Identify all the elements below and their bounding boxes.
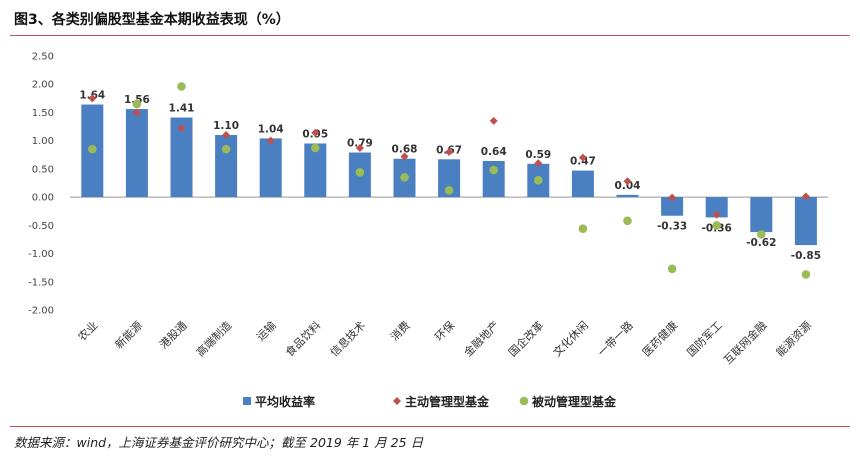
x-category-label: 金融地产	[461, 318, 502, 359]
bar	[215, 135, 238, 198]
y-tick-label: 0.00	[32, 193, 54, 204]
active-fund-marker	[623, 177, 632, 186]
passive-fund-series	[88, 82, 811, 279]
bar-data-label: 0.68	[392, 144, 418, 156]
active-fund-marker	[801, 192, 810, 201]
passive-fund-marker	[311, 143, 320, 153]
bar-series	[81, 104, 817, 246]
bar	[794, 197, 817, 246]
passive-fund-marker	[712, 221, 721, 230]
bar-data-label: 0.59	[525, 149, 551, 161]
active-fund-marker	[445, 147, 454, 156]
bar	[616, 194, 639, 198]
legend-active-swatch	[393, 397, 401, 405]
active-fund-marker	[355, 144, 364, 153]
legend-bar-label: 平均收益率	[255, 394, 315, 409]
y-tick-label: -1.50	[28, 277, 54, 288]
legend-bar-swatch	[243, 397, 251, 405]
passive-fund-marker	[757, 230, 766, 239]
source-rule	[10, 426, 850, 427]
bar	[571, 170, 594, 198]
x-category-label: 信息技术	[327, 318, 368, 359]
passive-fund-marker	[132, 99, 142, 109]
passive-fund-marker	[667, 264, 677, 274]
bar	[259, 138, 282, 198]
y-tick-label: -2.00	[28, 306, 54, 317]
bar	[482, 160, 505, 198]
x-category-label: 互联网金融	[721, 318, 770, 367]
passive-fund-marker	[534, 175, 543, 185]
y-tick-label: 2.00	[32, 80, 54, 91]
bar-data-label: 1.04	[258, 123, 284, 135]
bar-data-label: -0.62	[746, 237, 776, 249]
active-fund-marker	[489, 116, 498, 125]
x-category-label: 农业	[75, 318, 100, 343]
x-category-label: 环保	[432, 318, 457, 343]
bar-data-label: -0.33	[657, 221, 687, 233]
chart-title: 图3、各类别偏股型基金本期收益表现（%）	[14, 12, 290, 28]
legend-passive-swatch	[519, 396, 529, 406]
legend: 平均收益率 主动管理型基金 被动管理型基金	[243, 394, 617, 409]
active-fund-marker	[400, 152, 409, 161]
x-category-label: 消费	[387, 318, 412, 343]
active-fund-marker	[266, 136, 275, 145]
bar	[125, 109, 148, 198]
y-tick-label: 1.50	[32, 108, 54, 119]
y-tick-label: 1.00	[32, 136, 54, 147]
legend-passive-label: 被动管理型基金	[532, 394, 617, 409]
active-fund-marker	[578, 153, 587, 162]
active-fund-marker	[222, 131, 231, 140]
x-category-label: 港股通	[157, 319, 190, 352]
x-category-label: 运输	[253, 318, 278, 343]
passive-fund-marker	[578, 224, 588, 234]
bar-data-label: 0.79	[347, 138, 373, 150]
active-fund-marker	[311, 128, 320, 137]
x-category-label: 国企改革	[505, 318, 546, 359]
bar-data-label: 0.64	[481, 146, 507, 158]
y-tick-label: 0.50	[32, 164, 54, 175]
active-fund-marker	[712, 210, 721, 219]
bar	[304, 143, 327, 198]
bar	[661, 197, 684, 216]
legend-active-label: 主动管理型基金	[405, 394, 490, 409]
passive-fund-marker	[400, 173, 409, 182]
passive-fund-marker	[489, 165, 499, 175]
active-fund-marker	[668, 193, 677, 202]
x-category-label: 文化休闲	[550, 318, 591, 359]
passive-fund-marker	[221, 144, 231, 154]
passive-fund-marker	[177, 82, 186, 91]
x-category-label: 食品饮料	[282, 318, 323, 359]
title-rule	[10, 35, 850, 36]
chart-svg: 2.50 2.00 1.50 1.00 0.50 0.00 -0.50 -1.00 -1.50 -…	[28, 52, 829, 409]
x-category-label: 一带一路	[595, 319, 635, 359]
y-tick-label: -0.50	[28, 221, 54, 232]
passive-fund-marker	[88, 144, 97, 154]
passive-fund-marker	[355, 167, 365, 177]
bar-data-label: 1.10	[213, 120, 239, 132]
bar	[438, 159, 461, 198]
x-category-label: 国防军工	[684, 318, 725, 359]
active-fund-marker	[177, 124, 186, 133]
active-fund-marker	[88, 94, 97, 103]
bar-data-label: 1.41	[169, 103, 195, 115]
bar-data-label: 0.04	[615, 180, 641, 192]
passive-fund-marker	[444, 186, 454, 195]
passive-fund-marker	[623, 216, 632, 226]
active-fund-marker	[132, 108, 141, 117]
x-category-label: 医药健康	[639, 318, 680, 359]
x-category-label: 能源资源	[773, 318, 814, 359]
x-axis-categories: 农业 新能源 港股通 高端制造 运输 食品饮料 信息技术 消费 环保 金融地产 国企改革 文化休闲 一带…	[75, 318, 814, 367]
y-tick-label: 2.50	[32, 52, 54, 63]
y-axis: 2.50 2.00 1.50 1.00 0.50 0.00 -0.50 -1.00 -1.50 -…	[28, 52, 54, 317]
passive-fund-marker	[801, 270, 811, 279]
source-note: 数据来源：wind，上海证券基金评价研究中心；截至 2019 年 1 月 25 …	[14, 435, 424, 450]
active-fund-marker	[534, 159, 543, 168]
y-tick-label: -1.00	[28, 249, 54, 260]
x-category-label: 高端制造	[193, 318, 234, 359]
bar	[170, 117, 193, 198]
bar	[750, 197, 773, 233]
bar-data-label: -0.85	[791, 250, 821, 262]
bar	[705, 197, 728, 218]
x-category-label: 新能源	[112, 318, 145, 351]
